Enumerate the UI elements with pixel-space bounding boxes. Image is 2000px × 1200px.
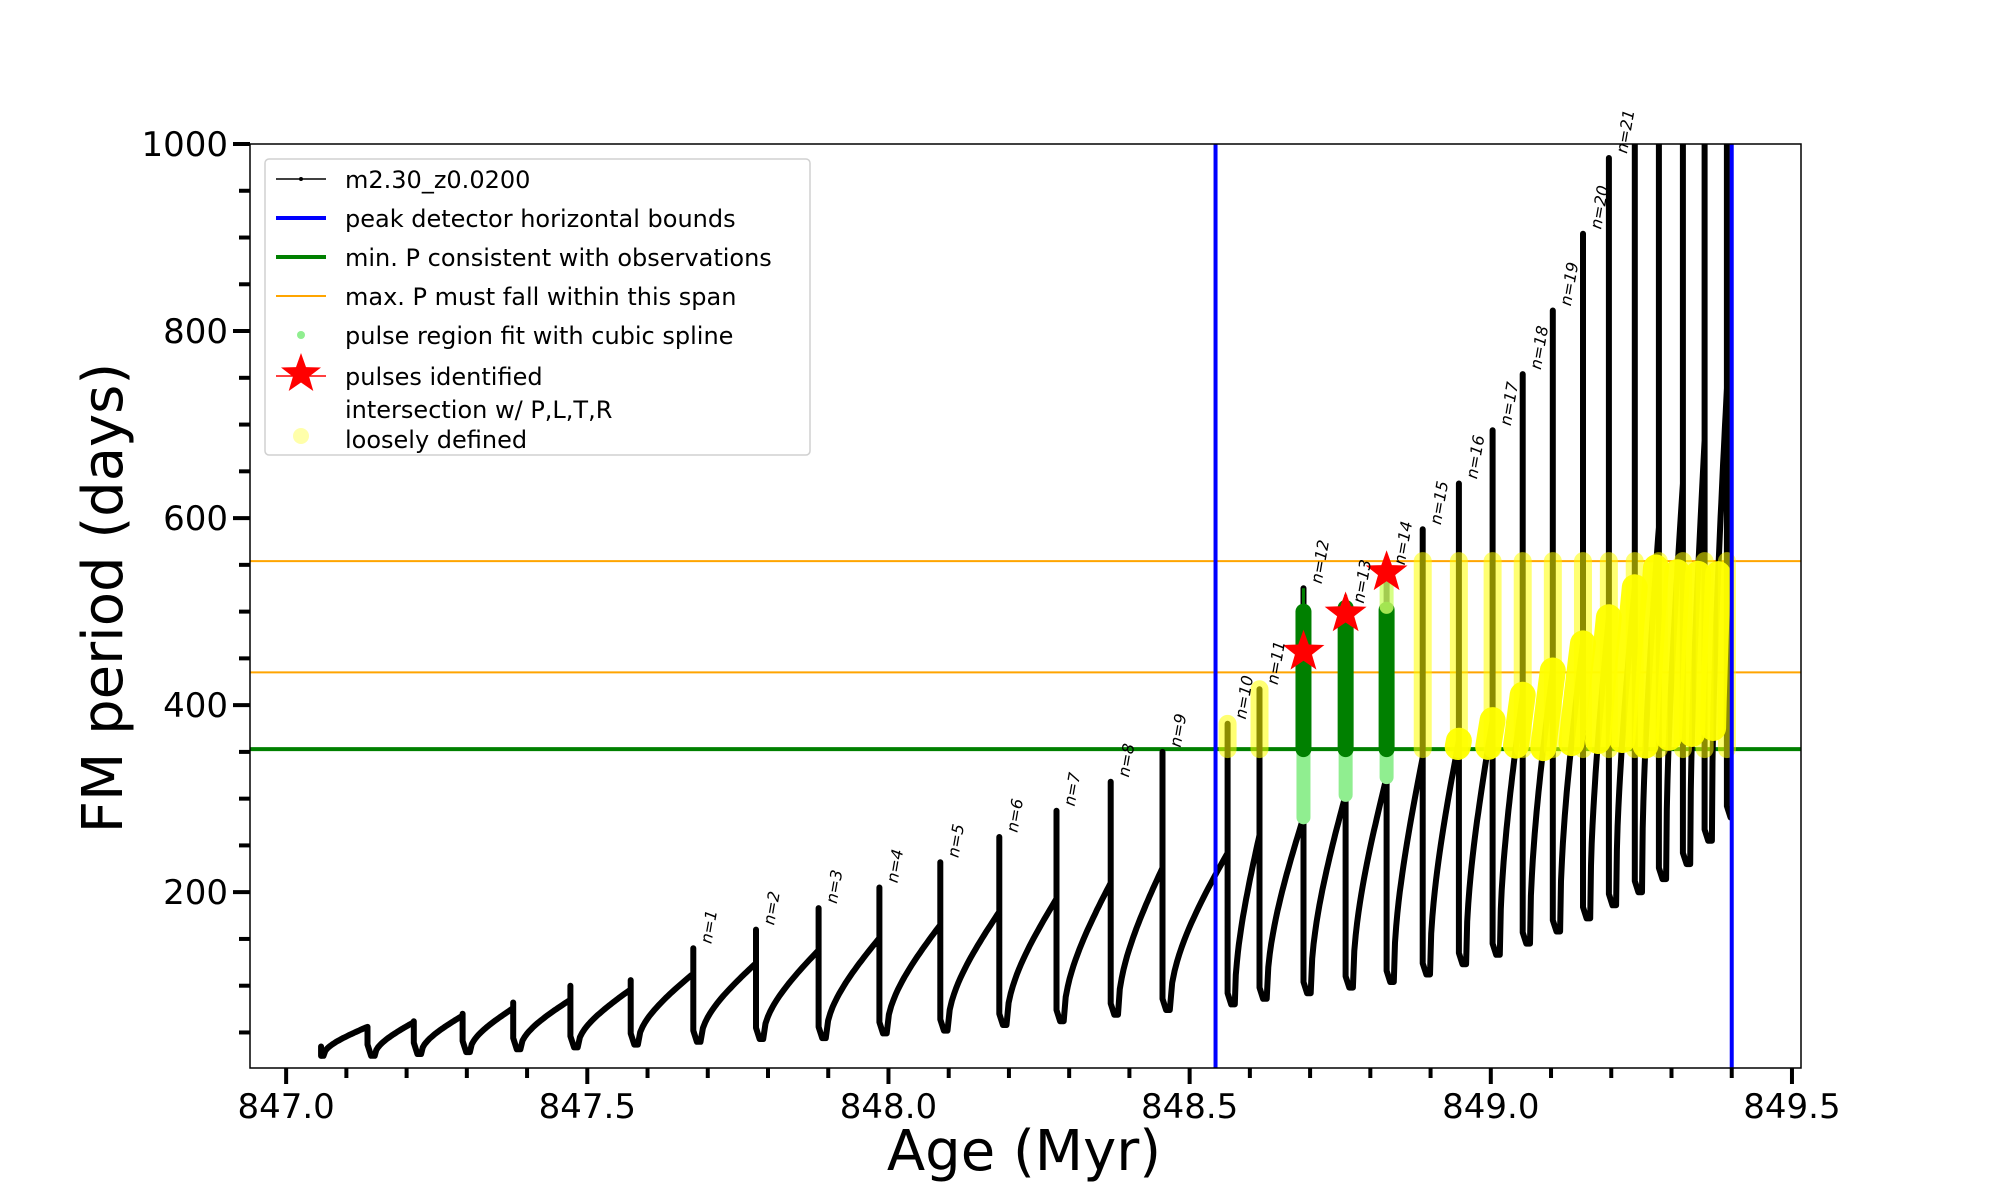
intersection-band bbox=[1700, 561, 1732, 741]
legend-dot-icon bbox=[299, 177, 303, 181]
y-tick-label: 600 bbox=[163, 499, 228, 539]
x-tick-label: 848.5 bbox=[1141, 1087, 1238, 1127]
intersection-overlay bbox=[1218, 552, 1736, 762]
y-tick-label: 800 bbox=[163, 312, 228, 352]
pulse-identified-star bbox=[1365, 550, 1408, 591]
pulses-identified-layer bbox=[1282, 550, 1408, 670]
x-tick-label: 848.0 bbox=[840, 1087, 937, 1127]
legend-item-min-p: min. P consistent with observations bbox=[276, 244, 772, 272]
x-tick-label: 847.0 bbox=[237, 1087, 334, 1127]
x-axis-label: Age (Myr) bbox=[887, 1119, 1161, 1184]
axes-frame bbox=[249, 143, 1802, 1069]
legend-label: min. P consistent with observations bbox=[345, 244, 772, 272]
legend-label: peak detector horizontal bounds bbox=[345, 205, 736, 233]
legend-label: pulse region fit with cubic spline bbox=[345, 322, 733, 350]
y-tick-label: 200 bbox=[163, 873, 228, 913]
legend-item-max-p: max. P must fall within this span bbox=[276, 283, 736, 311]
x-tick-label: 849.5 bbox=[1743, 1087, 1840, 1127]
legend-label: max. P must fall within this span bbox=[345, 283, 736, 311]
legend-item-pulse-fit: pulse region fit with cubic spline bbox=[297, 322, 733, 350]
legend-item-model: m2.30_z0.0200 bbox=[276, 166, 530, 194]
legend-label-line2: loosely defined bbox=[345, 426, 527, 454]
y-axis: 200 400 600 800 1000 bbox=[141, 125, 250, 1035]
x-axis: 847.0 847.5 848.0 848.5 849.0 849.5 bbox=[237, 1068, 1841, 1127]
x-tick-label: 849.0 bbox=[1442, 1087, 1539, 1127]
pulse-identified-star bbox=[1282, 629, 1325, 670]
legend-yellow-dot-icon bbox=[293, 428, 309, 444]
legend-lightgreen-dot-icon bbox=[297, 331, 305, 339]
legend-label: intersection w/ P,L,T,R bbox=[345, 396, 612, 424]
legend-item-pulses-identified: pulses identified bbox=[276, 353, 543, 391]
vertical-lines bbox=[1213, 144, 1734, 1068]
plot-area bbox=[250, 144, 1801, 1068]
legend: m2.30_z0.0200 peak detector horizontal b… bbox=[264, 158, 811, 456]
legend-label: pulses identified bbox=[345, 363, 543, 391]
legend-box bbox=[264, 158, 811, 456]
pulse-identified-star bbox=[1324, 591, 1367, 632]
legend-item-peak-detector: peak detector horizontal bounds bbox=[276, 205, 736, 233]
legend-item-intersection: intersection w/ P,L,T,R loosely defined bbox=[293, 396, 612, 454]
y-axis-label: FM period (days) bbox=[71, 363, 136, 833]
x-tick-label: 847.5 bbox=[539, 1087, 636, 1127]
star-icon bbox=[281, 353, 321, 391]
legend-label: m2.30_z0.0200 bbox=[345, 166, 530, 194]
y-tick-label: 400 bbox=[163, 686, 228, 726]
y-tick-label: 1000 bbox=[141, 125, 228, 165]
